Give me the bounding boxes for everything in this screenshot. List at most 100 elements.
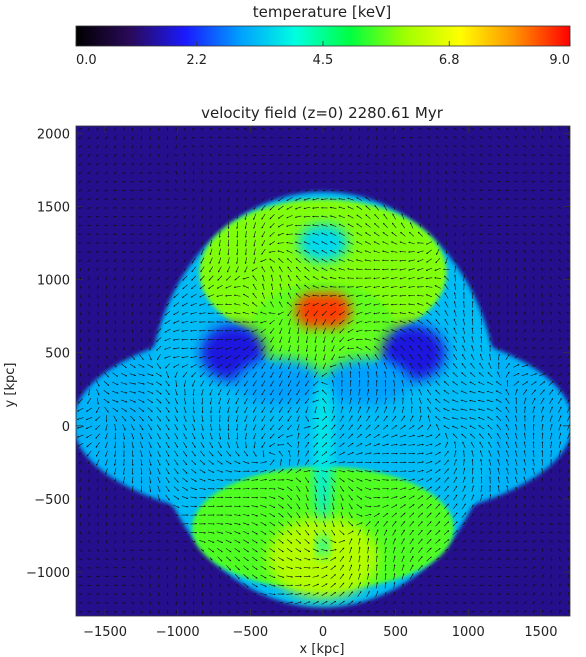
velocity-arrow <box>532 610 536 614</box>
velocity-arrow <box>358 564 361 571</box>
velocity-arrow <box>541 609 544 614</box>
velocity-arrow <box>321 549 328 552</box>
velocity-arrow <box>523 575 527 578</box>
velocity-arrow <box>295 566 302 569</box>
velocity-arrow <box>462 540 466 543</box>
velocity-arrow <box>375 601 379 605</box>
velocity-arrow <box>225 556 232 562</box>
velocity-arrow <box>313 539 319 544</box>
velocity-arrow <box>375 546 378 554</box>
velocity-arrow <box>209 557 213 561</box>
velocity-arrow <box>384 546 387 554</box>
velocity-arrow <box>183 540 187 543</box>
x-tick-label: −1000 <box>156 625 200 640</box>
velocity-arrow <box>96 557 100 560</box>
velocity-arrow <box>157 609 160 614</box>
velocity-arrow <box>270 610 275 613</box>
velocity-arrow <box>409 538 414 545</box>
velocity-arrow <box>303 575 311 578</box>
velocity-arrow <box>505 610 510 613</box>
velocity-arrow <box>243 556 249 562</box>
velocity-arrow <box>392 538 396 545</box>
velocity-arrow <box>157 574 160 579</box>
velocity-arrow <box>251 548 258 553</box>
x-tick-label: −1500 <box>83 625 127 640</box>
velocity-arrow <box>558 548 561 552</box>
temperature-region <box>315 292 351 328</box>
velocity-arrow <box>192 565 195 570</box>
velocity-arrow <box>201 557 204 561</box>
velocity-arrow <box>488 601 493 604</box>
velocity-arrow <box>550 574 553 579</box>
velocity-arrow <box>303 601 311 605</box>
velocity-arrow <box>409 573 414 580</box>
velocity-arrow <box>87 548 91 552</box>
velocity-arrow <box>479 610 484 613</box>
y-tick-label: −500 <box>34 493 70 508</box>
velocity-arrow <box>130 575 135 578</box>
velocity-arrow <box>78 548 82 552</box>
velocity-arrow <box>78 566 83 569</box>
velocity-arrow <box>251 539 258 544</box>
velocity-arrow <box>96 566 100 569</box>
velocity-arrow <box>148 566 152 570</box>
velocity-arrow <box>192 557 195 561</box>
velocity-arrow <box>470 610 475 613</box>
velocity-arrow <box>402 609 404 614</box>
velocity-arrow <box>514 593 519 596</box>
velocity-arrow <box>366 610 370 613</box>
y-tick-label: 1000 <box>37 274 70 289</box>
velocity-arrow <box>567 565 570 570</box>
velocity-arrow <box>312 575 320 578</box>
velocity-arrow <box>200 548 205 552</box>
velocity-arrow <box>470 549 475 551</box>
velocity-arrow <box>329 548 337 552</box>
colorbar-title: temperature [keV] <box>253 3 391 21</box>
velocity-arrow <box>87 539 91 544</box>
velocity-arrow <box>260 565 267 570</box>
velocity-arrow <box>418 584 423 587</box>
velocity-arrow <box>122 610 126 613</box>
velocity-arrow <box>277 566 285 570</box>
velocity-arrow <box>567 556 570 561</box>
velocity-arrow <box>393 573 396 580</box>
velocity-arrow <box>401 538 405 545</box>
velocity-arrow <box>260 574 267 579</box>
velocity-arrow <box>444 549 449 552</box>
velocity-arrow <box>550 601 553 605</box>
velocity-arrow <box>253 593 257 596</box>
velocity-arrow <box>426 556 432 562</box>
velocity-arrow <box>235 610 239 614</box>
temperature-region <box>235 358 323 406</box>
velocity-arrow <box>409 555 414 562</box>
velocity-arrow <box>330 574 336 579</box>
velocity-arrow <box>235 583 239 587</box>
velocity-arrow <box>244 610 248 613</box>
velocity-arrow <box>113 610 118 613</box>
velocity-arrow <box>312 592 319 596</box>
velocity-arrow <box>219 609 221 614</box>
velocity-arrow <box>235 592 239 596</box>
velocity-arrow <box>295 548 302 553</box>
velocity-arrow <box>321 539 328 544</box>
velocity-arrow <box>277 557 284 561</box>
velocity-arrow <box>148 549 152 551</box>
velocity-arrow <box>550 592 553 596</box>
velocity-arrow <box>235 601 239 605</box>
colorbar-tick-label: 0.0 <box>76 53 97 68</box>
velocity-arrow <box>314 610 318 613</box>
velocity-arrow <box>166 609 169 614</box>
velocity-arrow <box>497 593 501 595</box>
velocity-arrow <box>243 582 249 588</box>
velocity-arrow <box>453 549 458 552</box>
velocity-arrow <box>436 593 440 595</box>
velocity-arrow <box>219 601 221 605</box>
x-tick-label: 0 <box>319 625 327 640</box>
velocity-arrow <box>210 592 213 597</box>
velocity-arrow <box>376 555 378 563</box>
velocity-arrow <box>140 592 143 596</box>
velocity-arrow <box>531 549 536 552</box>
velocity-arrow <box>427 609 431 614</box>
velocity-arrow <box>149 609 152 614</box>
velocity-arrow <box>149 583 152 588</box>
